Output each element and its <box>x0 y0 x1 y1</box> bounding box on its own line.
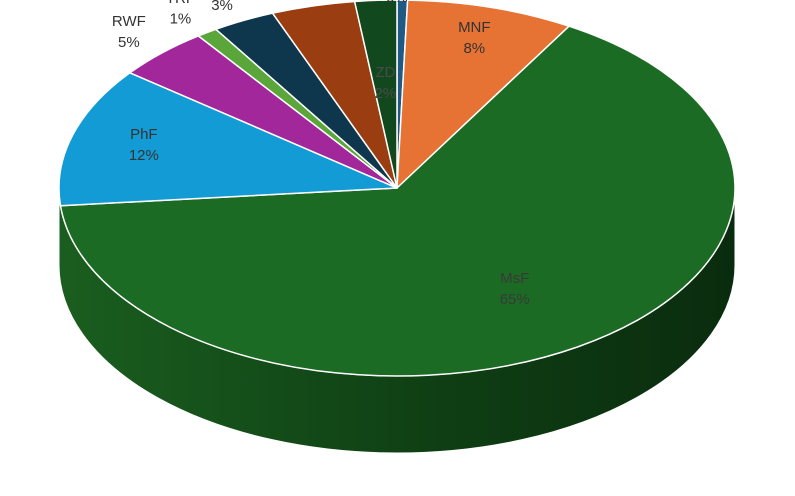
slice-label-name: MNF <box>458 19 491 36</box>
pie-slice-phf <box>58 72 398 207</box>
pie-slices <box>58 0 736 377</box>
slice-label-trf: TRF 1% <box>166 0 195 28</box>
slice-label-percent: 0% <box>386 0 408 6</box>
slice-label-name: PhF <box>130 126 158 143</box>
slice-label-percent: 12% <box>129 147 159 164</box>
slice-label-percent: 5% <box>118 34 140 51</box>
slice-label-phf: PhF 12% <box>129 126 159 164</box>
slice-label-name: MsF <box>500 270 529 287</box>
slice-label-percent: 2% <box>374 85 396 102</box>
slice-label-name: TRF <box>166 0 195 7</box>
slice-label-fokusbereiche: Fokusbereiche0% <box>348 0 446 6</box>
slice-label-rwf: RWF 5% <box>112 13 146 51</box>
slice-label-name: ZD <box>375 64 395 81</box>
slice-label-percent: 65% <box>500 291 530 308</box>
slice-label-vsf: VSF3% <box>207 0 236 14</box>
pie-slice-mnf <box>396 0 570 189</box>
pie-slice-zd <box>353 0 398 189</box>
pie-slice-msf <box>59 25 736 377</box>
slice-label-name: RWF <box>112 13 146 30</box>
slice-label-percent: 3% <box>211 0 233 14</box>
slice-label-percent: 1% <box>170 11 192 28</box>
slice-label-percent: 8% <box>463 40 485 57</box>
slice-label-zd: ZD 2% <box>374 64 396 102</box>
slice-label-mnf: MNF 8% <box>458 19 491 57</box>
slice-label-msf: MsF 65% <box>500 270 530 308</box>
pie-labels: Fokusbereiche0% MNF 8% MsF 65% PhF 12% RWF 5% TRF… <box>112 0 530 308</box>
